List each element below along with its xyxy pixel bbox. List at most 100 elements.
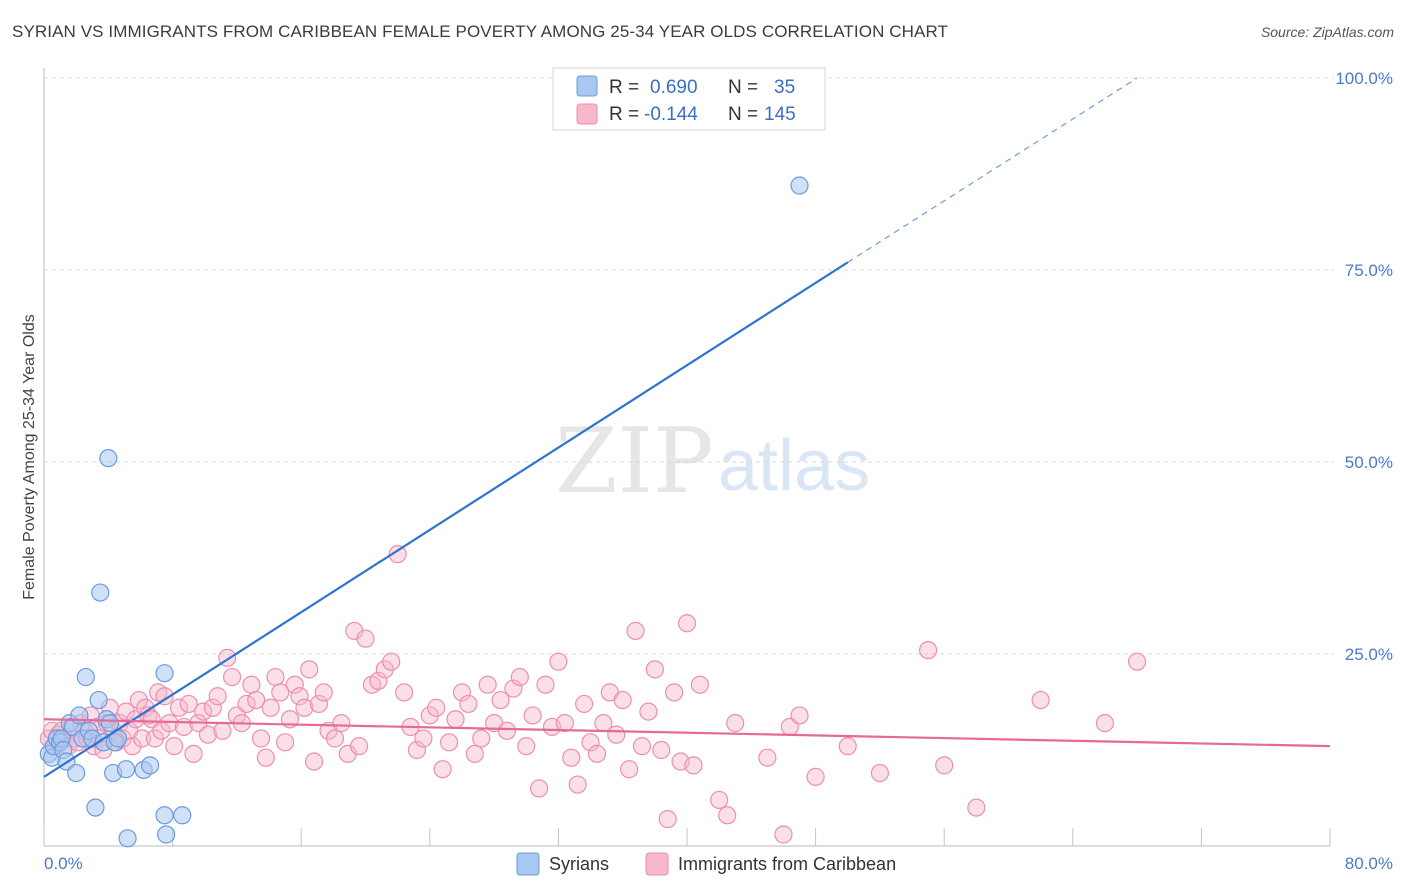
caribbean-point [710, 790, 729, 810]
caribbean-point [504, 679, 523, 698]
caribbean-point [446, 710, 465, 729]
caribbean-point [271, 683, 290, 702]
gridlines [44, 77, 1334, 655]
syrian-point [173, 806, 192, 825]
series-legend: Syrians Immigrants from Caribbean [516, 852, 896, 876]
caribbean-point [587, 744, 607, 763]
caribbean-point [382, 652, 401, 671]
caribbean-point [194, 702, 213, 721]
caribbean-point [256, 748, 275, 767]
caribbean-point [497, 721, 517, 740]
legend-n-value-1: 35 [774, 77, 795, 98]
bottom-legend-swatch-caribbean [645, 852, 669, 876]
caribbean-point [132, 729, 152, 748]
caribbean-point [758, 748, 777, 767]
y-tick-labels: 25.0% 50.0% 75.0% 100.0% [1335, 69, 1393, 664]
caribbean-point [575, 694, 594, 714]
y-axis-label: Female Poverty Among 25-34 Year Olds [21, 314, 38, 600]
watermark-atlas: atlas [718, 426, 870, 506]
bottom-legend-syrians: Syrians [549, 854, 609, 874]
correlation-legend: R = 0.690 N = 35 R = -0.144 N = 145 [552, 67, 826, 131]
syrian-point [70, 706, 89, 725]
x-tick-label-min: 0.0% [44, 854, 83, 873]
caribbean-point [620, 760, 639, 779]
syrian-point [86, 798, 105, 817]
caribbean-trend-line [43, 718, 1331, 748]
syrian-point [790, 176, 809, 195]
caribbean-point [290, 687, 309, 706]
caribbean-point [155, 687, 174, 706]
caribbean-points [39, 545, 1147, 844]
caribbean-point [919, 641, 938, 660]
caribbean-point [198, 725, 218, 744]
caribbean-point [394, 683, 414, 702]
caribbean-point [639, 702, 658, 721]
caribbean-point [684, 756, 703, 775]
caribbean-point [665, 683, 684, 702]
caribbean-point [1031, 690, 1050, 710]
caribbean-point [607, 725, 626, 744]
caribbean-point [1127, 652, 1147, 671]
caribbean-point [530, 779, 549, 798]
caribbean-point [247, 690, 266, 710]
caribbean-point [356, 629, 375, 648]
caribbean-point [304, 752, 324, 771]
caribbean-point [581, 733, 600, 752]
caribbean-point [388, 545, 407, 564]
caribbean-point [314, 683, 333, 702]
caribbean-point [517, 737, 536, 756]
caribbean-point [718, 806, 737, 825]
caribbean-point [213, 721, 232, 740]
caribbean-point [433, 760, 452, 779]
caribbean-point [169, 698, 189, 717]
caribbean-point [309, 694, 328, 714]
caribbean-point [536, 675, 555, 694]
syrian-points [39, 176, 809, 848]
caribbean-point [632, 737, 652, 756]
caribbean-point [208, 687, 227, 706]
caribbean-point [652, 740, 671, 760]
caribbean-point [472, 729, 491, 748]
y-tick-label-50: 50.0% [1345, 453, 1393, 472]
legend-n-label-1: N = [728, 77, 758, 98]
caribbean-point [123, 737, 142, 756]
caribbean-point [967, 798, 986, 817]
syrian-point [99, 449, 118, 468]
caribbean-point [285, 675, 304, 694]
caribbean-point [510, 667, 529, 687]
chart-title: SYRIAN VS IMMIGRANTS FROM CARIBBEAN FEMA… [12, 22, 949, 41]
caribbean-point [645, 660, 664, 679]
syrian-point [140, 756, 160, 775]
legend-box [552, 67, 826, 131]
caribbean-point [295, 698, 314, 717]
caribbean-point [300, 660, 319, 679]
caribbean-point [806, 767, 825, 786]
legend-r-value-2: -0.144 [644, 104, 698, 125]
caribbean-point [222, 667, 242, 687]
caribbean-point [276, 733, 295, 752]
caribbean-point [203, 698, 222, 717]
caribbean-point [774, 825, 793, 844]
caribbean-point [549, 652, 568, 671]
caribbean-point [465, 744, 484, 763]
caribbean-point [626, 621, 645, 641]
syrian-point [118, 829, 137, 848]
caribbean-point [165, 737, 184, 756]
caribbean-point [237, 694, 256, 714]
legend-r-value-1: 0.690 [650, 77, 698, 98]
caribbean-point [242, 675, 261, 694]
caribbean-point [325, 729, 345, 748]
syrian-point [155, 664, 174, 683]
caribbean-point [369, 671, 388, 690]
syrian-point [67, 763, 86, 783]
syrian-point [155, 806, 174, 825]
syrian-trend-line [43, 261, 849, 778]
y-tick-label-100: 100.0% [1335, 69, 1393, 88]
trend-lines [43, 77, 1331, 778]
syrian-point [116, 760, 136, 779]
caribbean-point [690, 675, 709, 694]
caribbean-point [838, 737, 857, 756]
caribbean-point [427, 698, 446, 717]
bottom-legend-caribbean: Immigrants from Caribbean [678, 854, 896, 874]
